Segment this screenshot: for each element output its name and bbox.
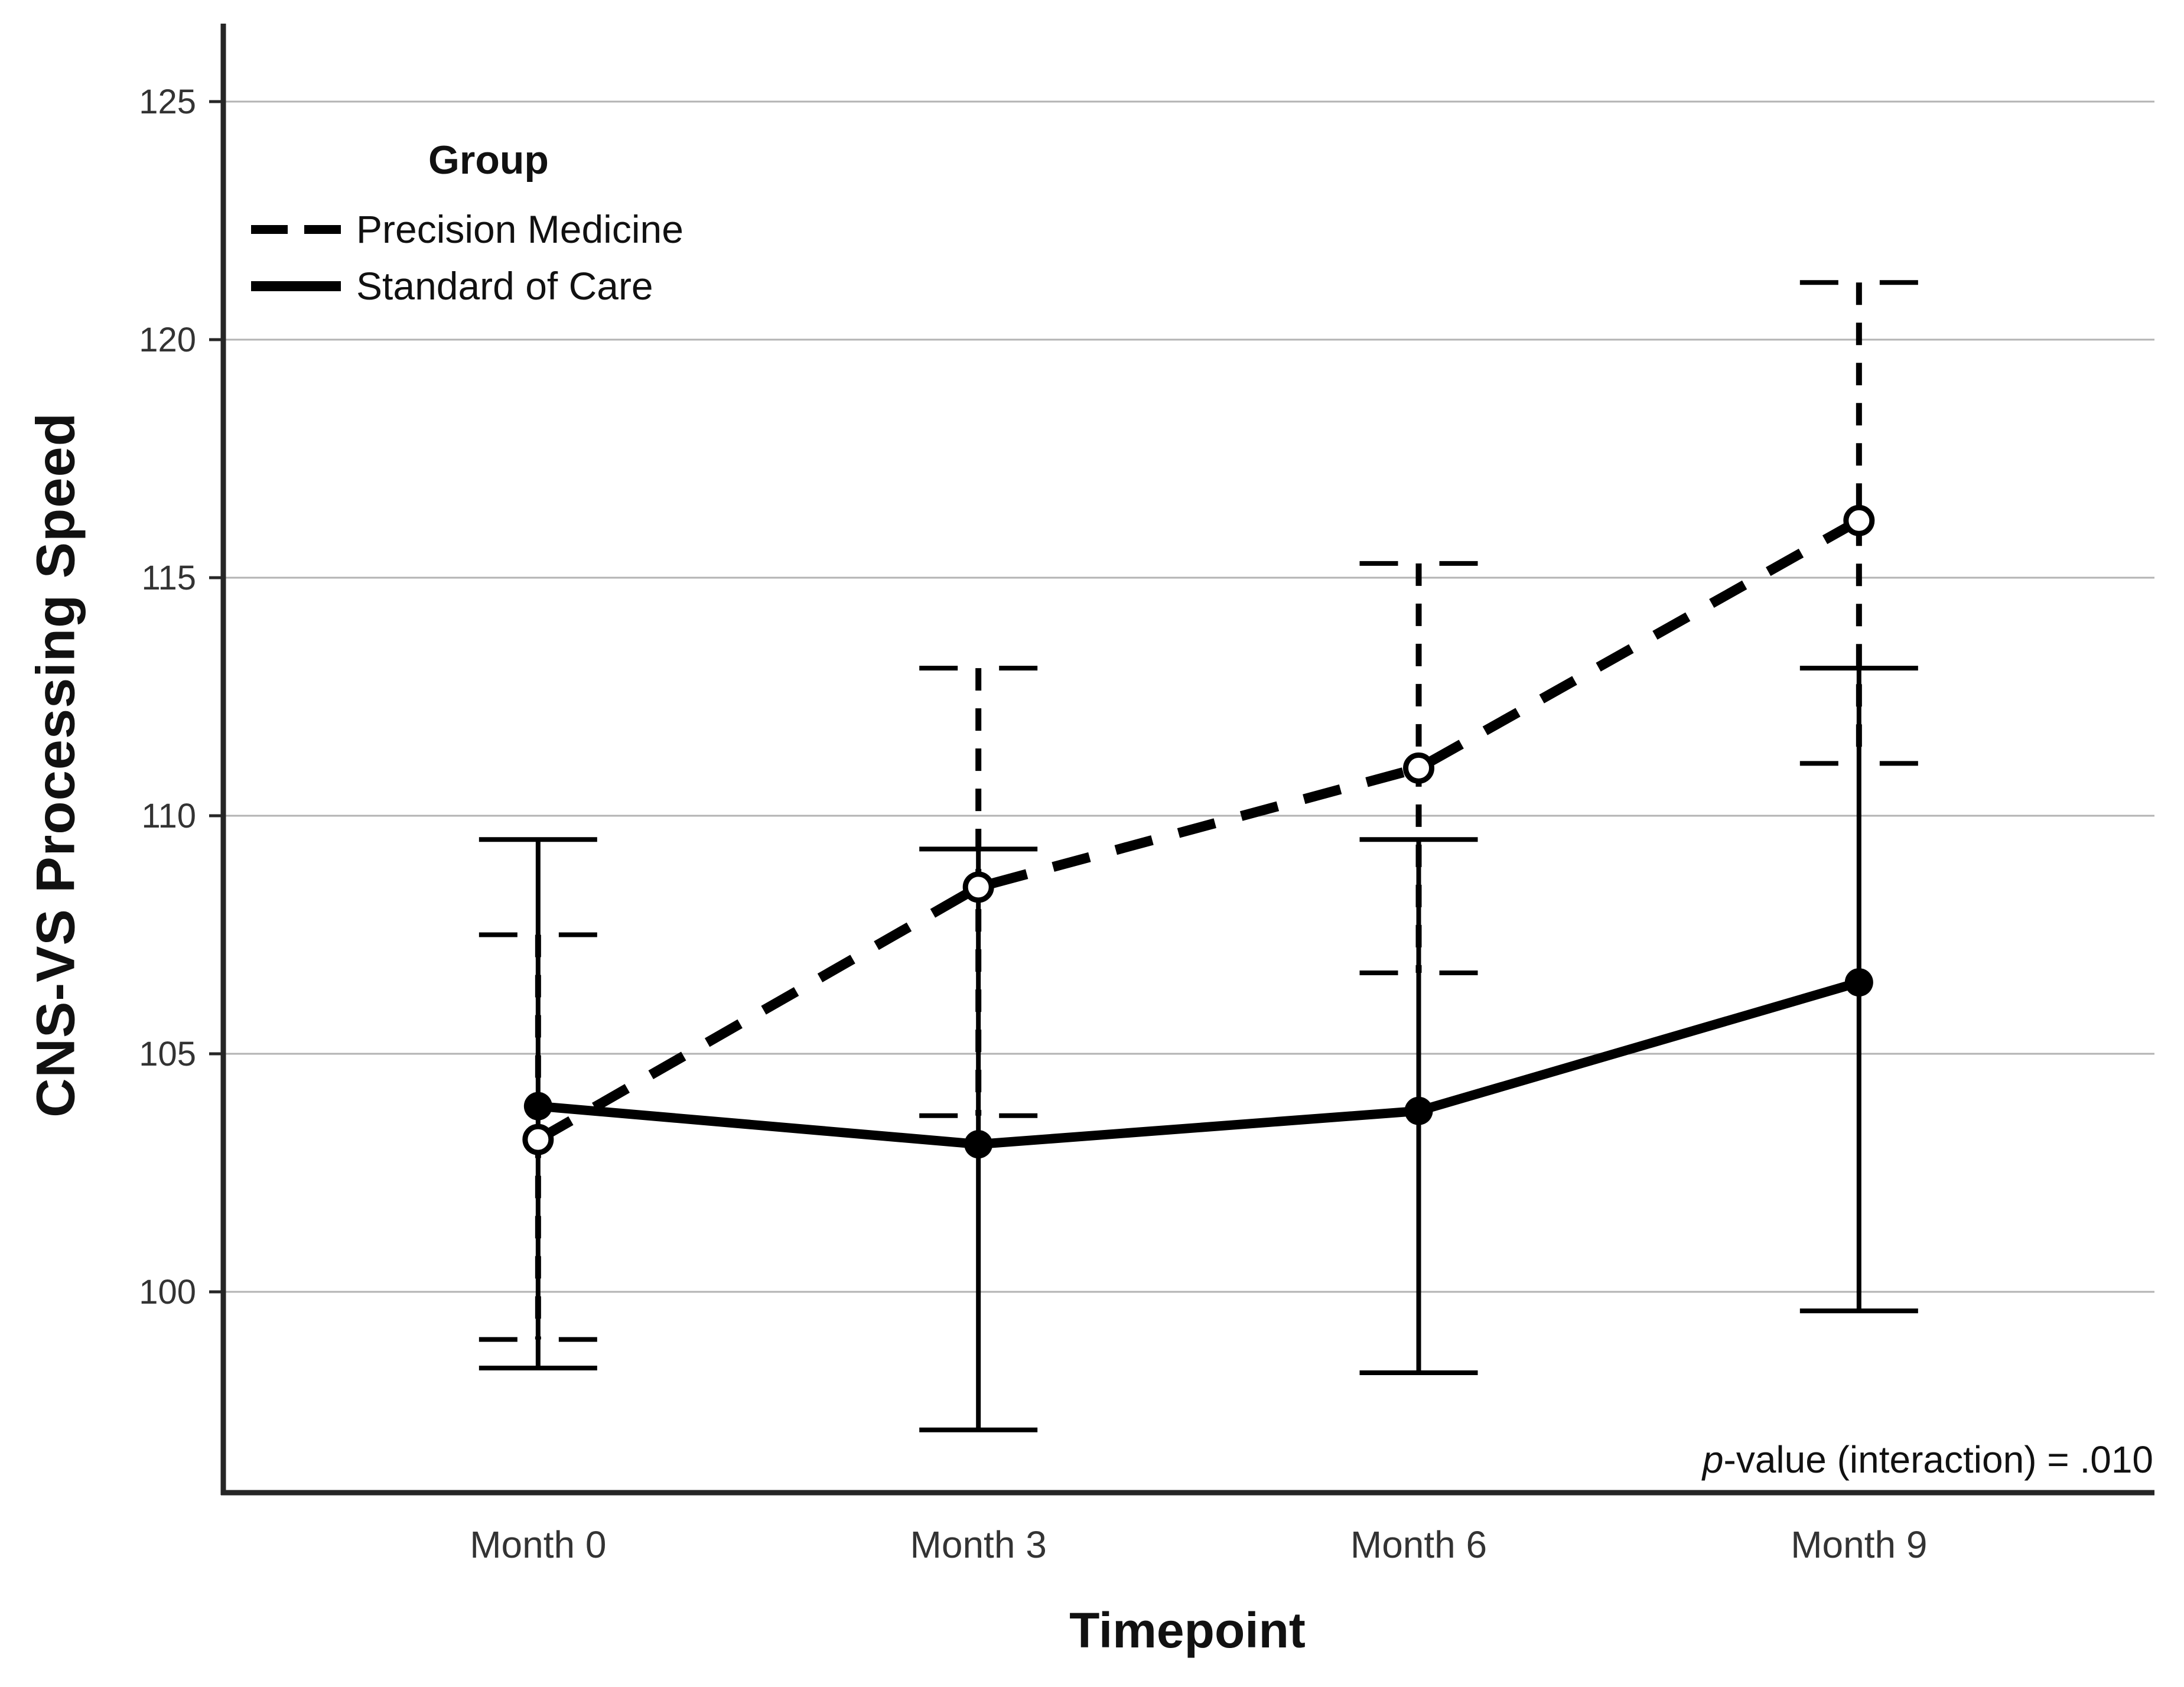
marker-filled-circle-soc [523, 1092, 552, 1121]
marker-open-circle-pm [1403, 752, 1435, 784]
legend-label: Precision Medicine [356, 207, 683, 251]
x-axis-title: Timepoint [1069, 1603, 1306, 1658]
y-axis-title: CNS-VS Processing Speed [25, 412, 86, 1118]
x-tick-label: Month 6 [1350, 1523, 1487, 1566]
y-tick-label: 105 [139, 1035, 196, 1073]
legend-label: Standard of Care [356, 264, 653, 308]
x-tick-label: Month 0 [470, 1523, 606, 1566]
marker-filled-circle-soc [1844, 968, 1873, 997]
p-value-annotation: p-value (interaction) = .010 [1703, 1438, 2153, 1481]
y-tick-label: 110 [142, 797, 196, 835]
y-tick-label: 125 [139, 83, 196, 121]
marker-filled-circle-soc [1404, 1096, 1433, 1125]
y-tick-label: 120 [139, 321, 196, 359]
dashed-line-sample-icon [251, 224, 341, 234]
legend: Group Precision Medicine Standard of Car… [251, 137, 683, 308]
p-symbol: p [1702, 1438, 1724, 1481]
legend-title: Group [428, 138, 549, 183]
legend-item-standard-of-care: Standard of Care [251, 264, 683, 308]
marker-open-circle-pm [522, 1123, 554, 1155]
marker-open-circle-pm [1843, 504, 1875, 536]
legend-item-precision-medicine: Precision Medicine [251, 207, 683, 251]
y-tick-label: 100 [139, 1273, 196, 1311]
line-precision-medicine [535, 516, 1862, 1144]
x-tick-label: Month 9 [1791, 1523, 1927, 1566]
p-value-text: -value (interaction) = .010 [1723, 1438, 2154, 1481]
marker-open-circle-pm [962, 871, 994, 903]
y-tick-label: 115 [142, 559, 196, 597]
line-standard-of-care [538, 978, 1861, 1149]
marker-filled-circle-soc [964, 1130, 993, 1159]
x-tick-label: Month 3 [910, 1523, 1047, 1566]
solid-line-sample-icon [251, 281, 341, 291]
